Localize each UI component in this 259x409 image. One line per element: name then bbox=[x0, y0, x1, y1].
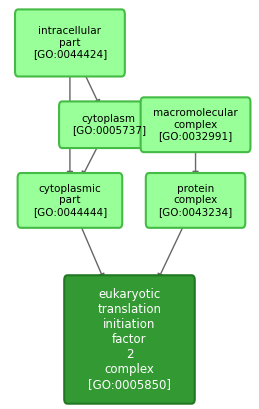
FancyBboxPatch shape bbox=[59, 101, 159, 148]
Text: macromolecular
complex
[GO:0032991]: macromolecular complex [GO:0032991] bbox=[153, 108, 238, 142]
FancyBboxPatch shape bbox=[18, 173, 122, 228]
FancyBboxPatch shape bbox=[64, 275, 195, 404]
Text: cytoplasm
[GO:0005737]: cytoplasm [GO:0005737] bbox=[72, 114, 146, 135]
Text: protein
complex
[GO:0043234]: protein complex [GO:0043234] bbox=[159, 184, 233, 217]
FancyBboxPatch shape bbox=[141, 97, 250, 152]
Text: cytoplasmic
part
[GO:0044444]: cytoplasmic part [GO:0044444] bbox=[33, 184, 107, 217]
FancyBboxPatch shape bbox=[15, 9, 125, 76]
Text: eukaryotic
translation
initiation
factor
2
complex
[GO:0005850]: eukaryotic translation initiation factor… bbox=[88, 288, 171, 391]
Text: intracellular
part
[GO:0044424]: intracellular part [GO:0044424] bbox=[33, 26, 107, 60]
FancyBboxPatch shape bbox=[146, 173, 245, 228]
